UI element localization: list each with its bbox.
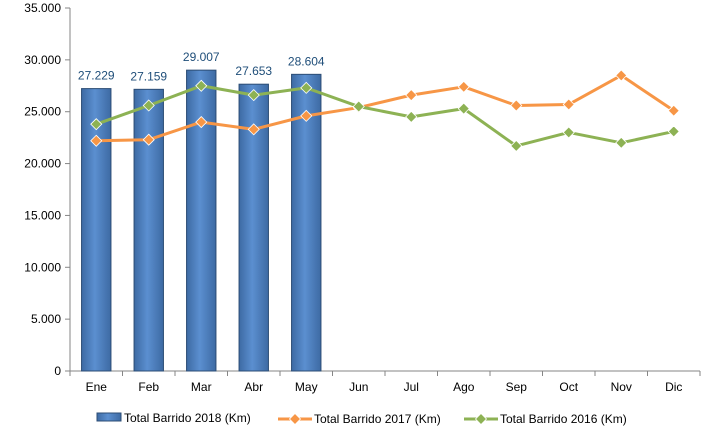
point-marker xyxy=(562,98,575,111)
bar-series-2018 xyxy=(81,69,322,372)
data-labels: 27.229 27.159 29.007 27.653 28.604 xyxy=(78,50,325,83)
x-tick-label: Jul xyxy=(404,380,419,394)
point-marker xyxy=(90,134,103,147)
y-tick-label: 0 xyxy=(54,364,61,378)
bar xyxy=(291,73,322,372)
y-tick-label: 30.000 xyxy=(24,53,61,67)
x-tick-label: Oct xyxy=(559,380,578,394)
legend-label: Total Barrido 2016 (Km) xyxy=(500,412,627,426)
point-marker xyxy=(405,89,418,102)
y-tick-label: 10.000 xyxy=(24,260,61,274)
x-tick-label: Feb xyxy=(138,380,159,394)
point-marker xyxy=(615,136,628,149)
point-marker xyxy=(247,123,260,136)
x-tick-label: Mar xyxy=(191,380,212,394)
point-marker xyxy=(195,79,208,92)
x-tick-label: Nov xyxy=(611,380,632,394)
bar-data-label: 27.159 xyxy=(130,69,167,83)
legend-item: Total Barrido 2018 (Km) xyxy=(96,411,251,425)
legend-label: Total Barrido 2017 (Km) xyxy=(314,412,441,426)
y-axis: 0 5.000 10.000 15.000 20.000 25.000 30.000 35.0… xyxy=(24,1,71,378)
bar-data-label: 29.007 xyxy=(183,50,220,64)
bar-data-label: 27.229 xyxy=(78,69,115,83)
x-tick-label: Ago xyxy=(453,380,475,394)
point-marker xyxy=(352,100,365,113)
line-series xyxy=(90,69,680,153)
point-marker xyxy=(615,69,628,82)
x-tick-label: Sep xyxy=(506,380,528,394)
y-tick-label: 25.000 xyxy=(24,105,61,119)
point-marker xyxy=(247,89,260,102)
point-marker xyxy=(90,118,103,131)
legend-label: Total Barrido 2018 (Km) xyxy=(124,411,251,425)
x-tick-label: Jun xyxy=(349,380,368,394)
legend-item: Total Barrido 2017 (Km) xyxy=(278,412,441,426)
series-line xyxy=(95,84,675,148)
x-tick-label: Dic xyxy=(665,380,682,394)
point-marker xyxy=(562,126,575,139)
point-marker xyxy=(667,104,680,117)
x-tick-label: May xyxy=(295,380,318,394)
point-marker xyxy=(667,125,680,138)
x-tick-label: Abr xyxy=(244,380,263,394)
point-marker xyxy=(300,81,313,94)
legend: Total Barrido 2018 (Km) Total Barrido 201… xyxy=(96,411,627,426)
x-tick-label: Ene xyxy=(86,380,108,394)
point-marker xyxy=(457,102,470,115)
series-line xyxy=(96,73,675,143)
legend-item: Total Barrido 2016 (Km) xyxy=(464,412,627,426)
bar xyxy=(81,88,112,372)
bar-data-label: 28.604 xyxy=(288,54,325,68)
point-marker xyxy=(457,80,470,93)
x-axis: Ene Feb Mar Abr May Jun Jul Ago Sep Oct Nov Dic xyxy=(69,370,701,394)
bar-data-label: 27.653 xyxy=(235,64,272,78)
bar xyxy=(133,88,164,372)
point-marker xyxy=(510,99,523,112)
line-series-2017 xyxy=(90,69,680,147)
y-tick-label: 20.000 xyxy=(24,157,61,171)
line-series-2016 xyxy=(90,79,680,153)
point-marker xyxy=(405,110,418,123)
y-tick-label: 35.000 xyxy=(24,1,61,15)
point-marker xyxy=(510,139,523,153)
legend-marker xyxy=(288,412,302,426)
point-marker xyxy=(142,133,155,146)
point-marker xyxy=(195,116,208,129)
point-marker xyxy=(142,99,155,112)
legend-swatch xyxy=(96,412,122,422)
y-tick-label: 5.000 xyxy=(31,312,61,326)
bar xyxy=(186,69,217,372)
legend-marker xyxy=(474,412,488,426)
y-tick-label: 15.000 xyxy=(24,208,61,222)
point-marker xyxy=(300,109,313,122)
